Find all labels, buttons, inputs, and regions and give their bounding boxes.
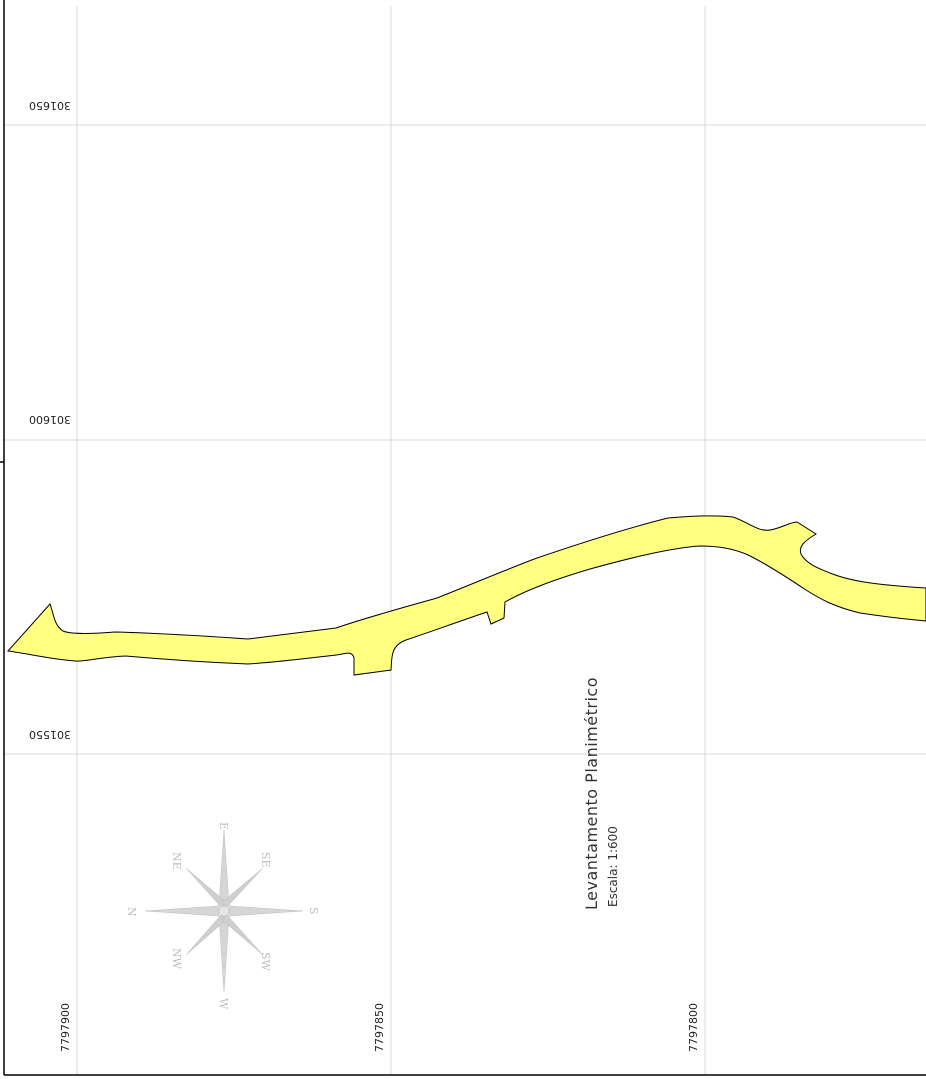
grid-label-vertical: 7797800 — [687, 1003, 700, 1052]
grid-label-horizontal: 301650 — [29, 99, 71, 112]
compass-label: SW — [259, 952, 272, 972]
compass-label: SE — [259, 852, 272, 868]
compass-rose-icon: E SE S SW W NW N NE — [125, 822, 320, 1010]
compass-star-icon — [144, 829, 304, 993]
compass-label: N — [125, 907, 138, 917]
grid-label-horizontal: 301550 — [29, 728, 71, 741]
compass-label: NE — [170, 852, 183, 870]
parcel-polygon[interactable] — [7, 515, 926, 676]
map-title: Levantamento Planimétrico — [582, 677, 601, 910]
compass-label: W — [217, 998, 230, 1010]
grid-label-horizontal: 301600 — [29, 413, 71, 426]
compass-label: S — [307, 907, 320, 915]
grid-label-vertical: 7797900 — [59, 1003, 72, 1052]
compass-label: NW — [170, 948, 183, 970]
map-scale: Escala: 1:600 — [606, 826, 620, 907]
compass-label: E — [217, 822, 230, 830]
grid-label-vertical: 7797850 — [373, 1003, 386, 1052]
